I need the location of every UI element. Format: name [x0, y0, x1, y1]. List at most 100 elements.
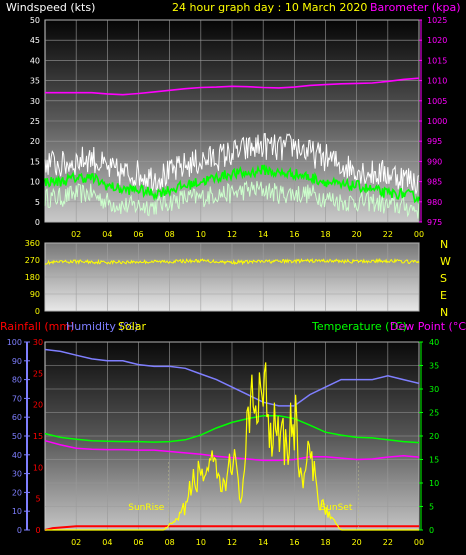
wind-y-tick: 20 — [30, 137, 40, 146]
climate-x-tick: 12 — [227, 538, 237, 547]
wind-y-tick: 10 — [30, 178, 40, 187]
barometer-y-tick: 1025 — [427, 16, 447, 25]
wind-x-tick: 20 — [352, 230, 362, 239]
wind-x-tick: 22 — [383, 230, 393, 239]
dewpoint-axis-label: Dew Point (°C) — [390, 320, 466, 333]
barometer-y-tick: 980 — [427, 198, 442, 207]
wind-x-tick: 00 — [414, 230, 424, 239]
humidity-y-tick: 100 — [7, 338, 22, 347]
climate-x-tick: 16 — [289, 538, 299, 547]
wind-series-average — [44, 164, 420, 204]
temperature-y-tick: 15 — [429, 456, 439, 465]
climate-x-tick: 20 — [352, 538, 362, 547]
climate-x-tick: 10 — [196, 538, 206, 547]
direction-line — [44, 257, 420, 266]
temperature-y-tick: 10 — [429, 479, 439, 488]
chart-title: 24 hour graph day : 10 March 2020 — [172, 1, 367, 14]
direction-y-tick: 360 — [25, 239, 40, 248]
wind-x-tick: 14 — [258, 230, 268, 239]
humidity-y-tick: 70 — [12, 394, 22, 403]
wind-series-minimum — [44, 180, 420, 219]
wind-x-tick: 12 — [227, 230, 237, 239]
temperature-y-tick: 25 — [429, 409, 439, 418]
barometer-y-tick: 1005 — [427, 97, 447, 106]
temperature-y-tick: 5 — [429, 503, 434, 512]
rainfall-y-tick: 20 — [33, 401, 43, 410]
wind-y-tick: 30 — [30, 97, 40, 106]
rainfall-y-tick: 5 — [35, 495, 40, 504]
temperature-axis-label: Temperature (°C) — [311, 320, 407, 333]
sunset-label: SunSet — [320, 503, 352, 513]
humidity-y-tick: 40 — [12, 451, 22, 460]
humidity-axis-label: Humidity (%) — [66, 320, 138, 333]
climate-x-tick: 14 — [258, 538, 268, 547]
rainfall-y-tick: 25 — [33, 369, 43, 378]
wind-x-tick: 18 — [320, 230, 330, 239]
humidity-y-tick: 20 — [12, 488, 22, 497]
dewpoint-line — [44, 439, 420, 462]
direction-y-tick: 180 — [25, 273, 40, 282]
rainfall-line — [44, 525, 419, 531]
barometer-y-tick: 990 — [427, 157, 442, 166]
temperature-y-tick: 20 — [429, 432, 439, 441]
wind-x-tick: 08 — [165, 230, 175, 239]
solar-axis-label: Solar — [118, 320, 147, 333]
barometer-y-tick: 1010 — [427, 77, 447, 86]
climate-x-tick: 08 — [165, 538, 175, 547]
wind-y-tick: 40 — [30, 56, 40, 65]
humidity-y-tick: 90 — [12, 357, 22, 366]
barometer-y-tick: 985 — [427, 178, 442, 187]
temperature-y-tick: 40 — [429, 338, 439, 347]
rainfall-y-tick: 30 — [33, 338, 43, 347]
climate-x-tick: 02 — [71, 538, 81, 547]
compass-label: S — [440, 272, 447, 285]
wind-y-tick: 0 — [35, 218, 40, 227]
temperature-y-tick: 0 — [429, 526, 434, 535]
wind-x-tick: 16 — [289, 230, 299, 239]
humidity-y-tick: 50 — [12, 432, 22, 441]
compass-label: W — [440, 255, 451, 268]
direction-y-tick: 270 — [25, 256, 40, 265]
barometer-line — [45, 77, 420, 96]
barometer-y-tick: 1015 — [427, 56, 447, 65]
humidity-y-tick: 0 — [17, 526, 22, 535]
temperature-line — [44, 415, 420, 444]
climate-x-tick: 04 — [102, 538, 112, 547]
solar-line — [45, 362, 419, 531]
wind-x-tick: 10 — [196, 230, 206, 239]
rainfall-y-tick: 0 — [35, 526, 40, 535]
wind-x-tick: 02 — [71, 230, 81, 239]
temperature-y-tick: 35 — [429, 362, 439, 371]
rainfall-y-tick: 10 — [33, 463, 43, 472]
compass-label: N — [440, 306, 448, 319]
wind-y-tick: 35 — [30, 77, 40, 86]
wind-y-tick: 45 — [30, 36, 40, 45]
barometer-y-tick: 975 — [427, 218, 442, 227]
barometer-axis-label: Barometer (kpa) — [370, 1, 461, 14]
barometer-y-tick: 1000 — [427, 117, 447, 126]
climate-x-tick: 18 — [320, 538, 330, 547]
wind-y-tick: 25 — [30, 117, 40, 126]
humidity-y-tick: 30 — [12, 470, 22, 479]
wind-x-tick: 04 — [102, 230, 112, 239]
humidity-y-tick: 10 — [12, 507, 22, 516]
direction-y-tick: 90 — [30, 290, 40, 299]
humidity-line — [44, 348, 420, 407]
climate-x-tick: 22 — [383, 538, 393, 547]
temperature-y-tick: 30 — [429, 385, 439, 394]
wind-x-tick: 06 — [133, 230, 143, 239]
wind-y-tick: 15 — [30, 157, 40, 166]
humidity-y-tick: 60 — [12, 413, 22, 422]
humidity-y-tick: 80 — [12, 376, 22, 385]
compass-label: E — [440, 289, 447, 302]
direction-y-tick: 0 — [35, 307, 40, 316]
windspeed-axis-label: Windspeed (kts) — [6, 1, 95, 14]
climate-x-tick: 06 — [133, 538, 143, 547]
wind-y-tick: 5 — [35, 198, 40, 207]
barometer-y-tick: 1020 — [427, 36, 447, 45]
wind-y-tick: 50 — [30, 16, 40, 25]
